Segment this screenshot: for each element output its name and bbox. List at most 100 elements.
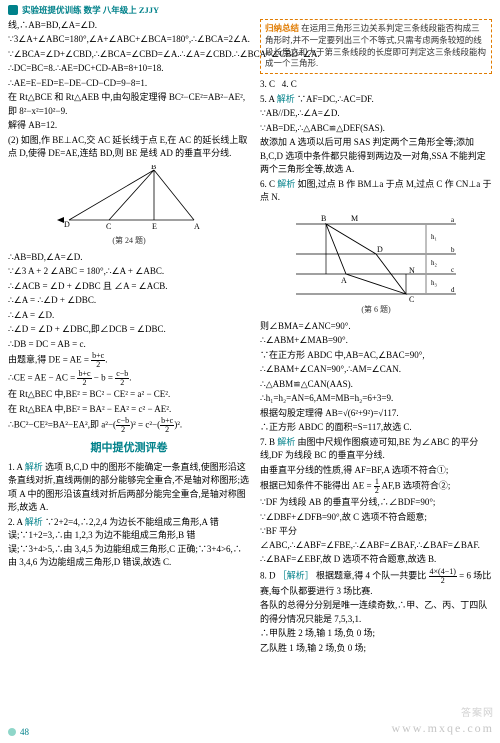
text-line: ∴CE = AE − AC = b+c2 − b = c−b2.: [8, 370, 250, 387]
q3-q4: 3. C 4. C: [260, 78, 492, 92]
q-text: 如图,过点 B 作 BM⊥a 于点 M,过点 C 作 CN⊥a 于点 N.: [260, 179, 491, 203]
key-label: 解析: [277, 179, 295, 189]
text-line: ∴h₁=h₂=AN=6,AM=MB=h₂=6+3=9.: [260, 392, 492, 406]
q-number: 5.: [260, 94, 267, 104]
q-number: 4.: [282, 79, 289, 89]
q-answer: A: [269, 94, 275, 104]
watermark-bottom: www.mxqe.com: [391, 719, 494, 737]
q-text: 选项 B,C,D 中的图形不能确定一条直线,使图形沿这条直线对折,直线两侧的部分…: [8, 462, 249, 513]
q-answer: A: [17, 462, 23, 472]
content-columns: 线,∴AB=BD,∠A=∠D. ∵3∠A+∠ABC=180°,∠A+∠ABC+∠…: [0, 19, 500, 657]
q-number: 1.: [8, 462, 15, 472]
q-answer: A: [17, 517, 23, 527]
text-line: ∴∠A = ∠D.: [8, 309, 250, 323]
q-text: ∵2+2=4,∴2,2,4 为边长不能组成三角形,A 错误;∵1+2=3,∴由 …: [8, 517, 242, 568]
figure-caption: (第 6 题): [260, 304, 492, 316]
q1: 1. A 解析 选项 B,C,D 中的图形不能确定一条直线,使图形沿这条直线对折…: [8, 461, 250, 515]
text-line: 则∠BMA=∠ANC=90°.: [260, 320, 492, 334]
svg-text:d: d: [451, 286, 455, 294]
svg-text:h₂: h₂: [431, 259, 438, 267]
text-line: 根据已知条件不能得出 AE = 12 AF,B 选项符合②;: [260, 478, 492, 495]
text-line: 在 Rt△BCE 和 Rt△AEB 中,由勾股定理得 BC²−CE²=AB²−A…: [8, 91, 250, 118]
text-line: ∴AB=BD,∠A=∠D.: [8, 251, 250, 265]
svg-text:B: B: [321, 214, 326, 223]
text-line: 解得 AB=12.: [8, 119, 250, 133]
q2: 2. A 解析 ∵2+2=4,∴2,2,4 为边长不能组成三角形,A 错误;∵1…: [8, 516, 250, 570]
text-line: ∴∠A = ∴∠D + ∠DBC.: [8, 294, 250, 308]
q-number: 3.: [260, 79, 267, 89]
text-line: ∵DF 为线段 AB 的垂直平分线,∴∠BDF=90°;: [260, 496, 492, 510]
svg-text:a: a: [451, 216, 455, 224]
svg-text:C: C: [409, 295, 414, 304]
key-label: ［解析］: [278, 570, 314, 580]
svg-text:A: A: [194, 222, 200, 231]
figure-6: a b c d B M A N C D h₁ h₂ h₃ (第 6 题): [260, 209, 492, 316]
text-line: ∴DC=BC=8.∴AE=DC+CD-AB=8+10=18.: [8, 62, 250, 76]
text-line: ∴甲队胜 2 场,输 1 场,负 0 场;: [260, 627, 492, 641]
text-line: ∵AB=DE,∴△ABC≌△DEF(SAS).: [260, 122, 492, 136]
q-text: ∵AF=DC,∴AC=DF.: [297, 94, 374, 104]
page-number: 48: [20, 726, 29, 740]
header-title: 实验班提优训练 数学 八年级上 ZJJY: [22, 4, 159, 17]
svg-text:h₃: h₃: [431, 279, 438, 287]
text-line: ∴∠ACB = ∠D + ∠DBC 且 ∠A = ∠ACB.: [8, 280, 250, 294]
key-label: 解析: [277, 437, 295, 447]
q-answer: C: [291, 79, 297, 89]
svg-text:E: E: [152, 222, 157, 231]
q-answer: C: [269, 179, 275, 189]
figure-24: B D C E A (第 24 题): [8, 165, 250, 247]
text-line: ∵∠BCA=∠D+∠CBD,∴∠BCA=∠CBD=∠A.∴∠A=∠CBD.∴∠B…: [8, 48, 250, 62]
figure-caption: (第 24 题): [8, 235, 250, 247]
q-number: 8.: [260, 570, 267, 580]
text-line: (2) 如图,作 BE⊥AC,交 AC 延长线于点 E,在 AC 的延长线上取点…: [8, 134, 250, 161]
text-line: 在 Rt△BEA 中,BE² = BA² − EA² = c² − AE².: [8, 403, 250, 417]
text-line: 乙队胜 1 场,输 2 场,负 0 场;: [260, 642, 492, 656]
q-answer: B: [269, 437, 275, 447]
text-line: ∴∠BAM+∠CAN=90°,∴AM=∠CAN.: [260, 363, 492, 377]
q-number: 6.: [260, 179, 267, 189]
text-line: ∵3∠A+∠ABC=180°,∠A+∠ABC+∠BCA=180°,∴∠BCA=2…: [8, 33, 250, 47]
text-line: ∴DB = DC = AB = c.: [8, 338, 250, 352]
key-label: 解析: [25, 517, 43, 527]
q-answer: C: [269, 79, 275, 89]
text-line: ∴∠BAF=∠EBF,故 D 选项不符合题意,故选 B.: [260, 553, 492, 567]
text-line: ∵在正方形 ABDC 中,AB=AC,∠BAC=90°,: [260, 349, 492, 363]
text-line: ∴∠D = ∠D + ∠DBC,即∠DCB = ∠DBC.: [8, 323, 250, 337]
svg-text:b: b: [451, 246, 455, 254]
q-answer: D: [269, 570, 276, 580]
q-number: 2.: [8, 517, 15, 527]
svg-text:h₁: h₁: [431, 233, 437, 241]
text-line: 在 Rt△BEC 中,BE² = BC² − CE² = a² − CE².: [8, 388, 250, 402]
svg-text:D: D: [64, 220, 70, 229]
header-icon: [8, 5, 18, 15]
svg-text:A: A: [341, 276, 347, 285]
svg-text:c: c: [451, 266, 454, 274]
svg-text:N: N: [409, 266, 415, 275]
page-footer: 48: [8, 726, 29, 740]
svg-text:C: C: [106, 222, 111, 231]
svg-text:D: D: [377, 245, 383, 254]
text-line: ∵AB//DE,∴∠A=∠D.: [260, 107, 492, 121]
q7: 7. B 解析 由图中尺规作图痕迹可知,BE 为∠ABC 的平分线,DF 为线段…: [260, 436, 492, 463]
text-line: ∴AE=E−ED=E−DE−CD−CD=9−8=1.: [8, 77, 250, 91]
text-line: 由垂直平分线的性质,得 AF=BF,A 选项不符合①;: [260, 464, 492, 478]
text-line: 故添加 A 选项以后可用 SAS 判定两个三角形全等;添加 B,C,D 选项中条…: [260, 136, 492, 177]
key-label: 解析: [277, 94, 295, 104]
key-label: 解析: [25, 462, 43, 472]
text-line: ∴∠ABM+∠MAB=90°.: [260, 334, 492, 348]
q6: 6. C 解析 如图,过点 B 作 BM⊥a 于点 M,过点 C 作 CN⊥a …: [260, 178, 492, 205]
text-line: 线,∴AB=BD,∠A=∠D.: [8, 19, 250, 33]
page-header: 实验班提优训练 数学 八年级上 ZJJY: [0, 0, 500, 19]
text-line: ∴BC²−CE²=BA²−EA²,即 a²−(c−b2)² = c²−(b+c2…: [8, 417, 250, 434]
svg-text:B: B: [151, 165, 156, 171]
text-line: ∵BF 平分∠ABC,∴∠ABF=∠FBE,∴∠ABF=∠BAF,∴∠BAF=∠…: [260, 525, 492, 552]
text-line: ∴正方形 ABDC 的面积=S=117,故选 C.: [260, 421, 492, 435]
callout-lead: 归纳总结: [265, 23, 299, 33]
callout-text: 在运用三角形三边关系判定三条线段能否构成三角形时,并不一定要列出三个不等式,只需…: [265, 23, 486, 69]
text-line: 由题意,得 DE = AE = b+c2.: [8, 352, 250, 369]
q5: 5. A 解析 ∵AF=DC,∴AC=DF.: [260, 93, 492, 107]
left-column: 线,∴AB=BD,∠A=∠D. ∵3∠A+∠ABC=180°,∠A+∠ABC+∠…: [8, 19, 250, 657]
right-column: 归纳总结 在运用三角形三边关系判定三条线段能否构成三角形时,并不一定要列出三个不…: [260, 19, 492, 657]
q8: 8. D ［解析］ 根据题意,得 4 个队一共要比 4×(4−1)2 = 6 场…: [260, 568, 492, 599]
footer-dot-icon: [8, 728, 16, 736]
